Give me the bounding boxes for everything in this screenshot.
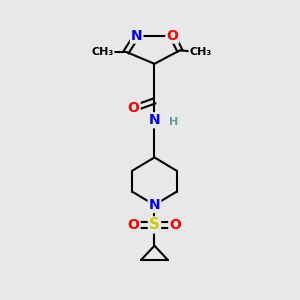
Text: O: O bbox=[169, 218, 181, 232]
Text: N: N bbox=[131, 28, 142, 43]
Text: CH₃: CH₃ bbox=[91, 47, 114, 57]
Text: O: O bbox=[167, 28, 178, 43]
Text: O: O bbox=[128, 101, 140, 116]
Text: S: S bbox=[149, 218, 160, 232]
Text: CH₃: CH₃ bbox=[189, 47, 212, 57]
Text: O: O bbox=[128, 218, 140, 232]
Text: N: N bbox=[148, 113, 160, 127]
Text: H: H bbox=[169, 117, 178, 127]
Text: N: N bbox=[148, 198, 160, 212]
